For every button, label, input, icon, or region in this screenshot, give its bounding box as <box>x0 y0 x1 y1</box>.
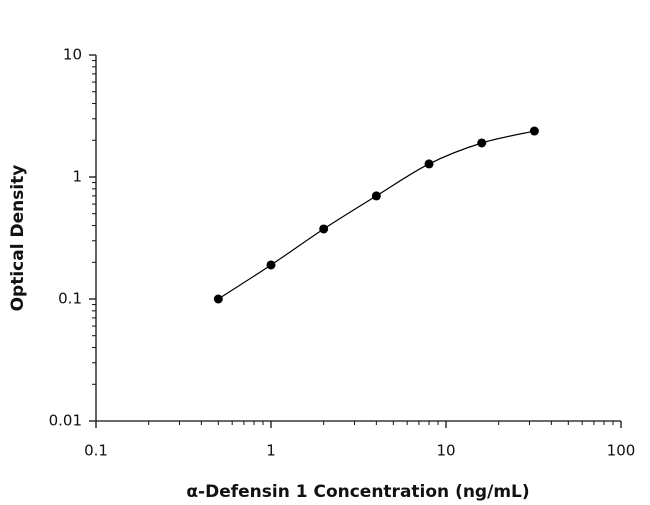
point <box>477 138 487 148</box>
x-tick-label: 100 <box>607 442 636 460</box>
y-tick-label: 1 <box>72 168 82 186</box>
y-tick-label: 10 <box>63 46 82 64</box>
point <box>319 224 329 234</box>
point <box>371 191 381 201</box>
point <box>529 126 539 136</box>
fit-curve <box>217 130 535 300</box>
y-tick-label: 0.01 <box>49 412 82 430</box>
point <box>266 260 276 270</box>
point <box>424 159 434 169</box>
x-tick-label: 0.1 <box>84 442 108 460</box>
x-tick-label: 10 <box>436 442 455 460</box>
y-tick-label: 0.1 <box>58 290 82 308</box>
point <box>213 294 223 304</box>
x-tick-label: 1 <box>266 442 276 460</box>
y-axis-title: Optical Density <box>8 165 28 312</box>
x-axis-title: α-Defensin 1 Concentration (ng/mL) <box>186 482 529 502</box>
